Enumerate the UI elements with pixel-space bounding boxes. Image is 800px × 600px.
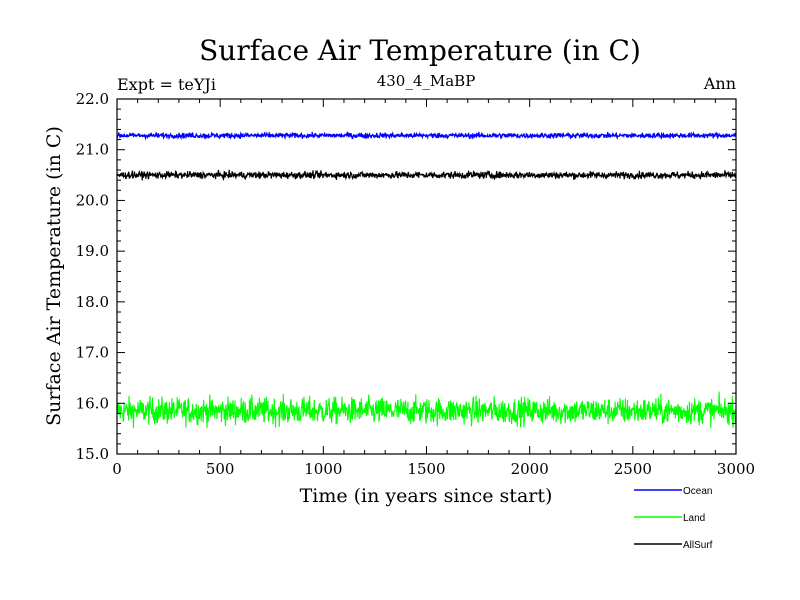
- series-line-land: [116, 391, 737, 429]
- y-tick-label: 16.0: [76, 394, 109, 412]
- y-tick-label: 15.0: [76, 445, 109, 463]
- series-line-ocean: [116, 130, 737, 141]
- y-tick-label: 20.0: [76, 191, 109, 209]
- experiment-label: Expt = teYJi: [117, 75, 216, 94]
- x-tick-label: 3000: [717, 460, 755, 478]
- series-line-allsurf: [116, 169, 737, 182]
- x-tick-label: 1000: [304, 460, 342, 478]
- x-axis-label: Time (in years since start): [300, 485, 553, 507]
- period-label: 430_4_MaBP: [377, 72, 476, 90]
- legend: Ocean Land AllSurf: [634, 486, 713, 551]
- x-axis: 0 500 1000 1500 2000 2500 3000: [112, 99, 755, 478]
- x-tick-label: 500: [206, 460, 235, 478]
- y-axis-label: Surface Air Temperature (in C): [43, 126, 65, 426]
- y-tick-label: 19.0: [76, 242, 109, 260]
- legend-label-allsurf: AllSurf: [683, 540, 713, 551]
- chart-title: Surface Air Temperature (in C): [199, 34, 641, 67]
- y-tick-label: 17.0: [76, 344, 109, 362]
- legend-label-land: Land: [683, 513, 705, 524]
- x-tick-label: 2000: [511, 460, 549, 478]
- y-tick-label: 18.0: [76, 293, 109, 311]
- x-tick-label: 1500: [407, 460, 445, 478]
- season-label: Ann: [703, 74, 736, 93]
- legend-label-ocean: Ocean: [683, 486, 712, 497]
- x-tick-label: 2500: [614, 460, 652, 478]
- y-tick-label: 21.0: [76, 141, 109, 159]
- y-axis: 15.0 16.0 17.0 18.0 19.0 20.0 21.0 22.0: [76, 90, 736, 463]
- x-tick-label: 0: [112, 460, 122, 478]
- series-layer: [116, 130, 737, 429]
- y-tick-label: 22.0: [76, 90, 109, 108]
